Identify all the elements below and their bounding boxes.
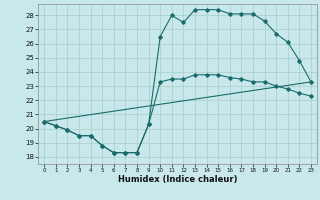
X-axis label: Humidex (Indice chaleur): Humidex (Indice chaleur) [118,175,237,184]
